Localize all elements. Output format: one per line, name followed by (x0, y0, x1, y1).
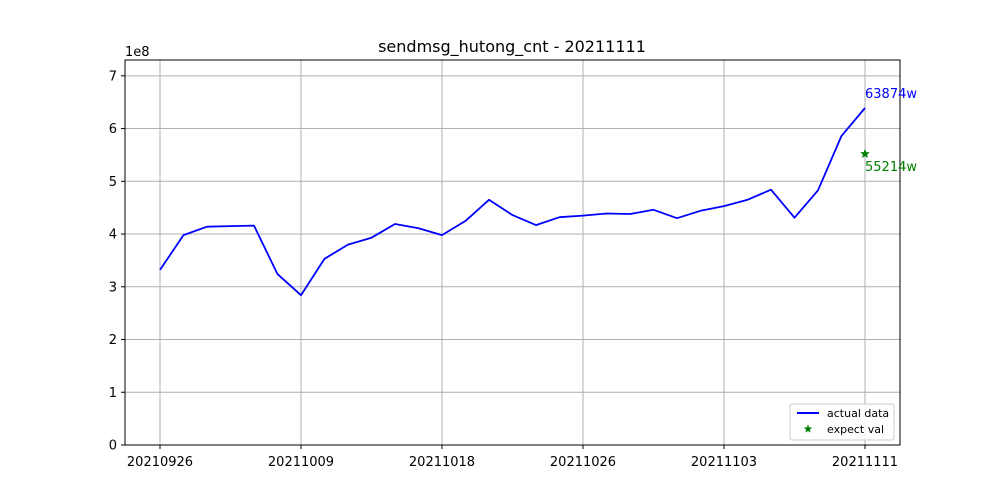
x-tick-label: 20210926 (127, 455, 193, 470)
y-tick-label: 1 (109, 386, 117, 401)
actual-value-label: 63874w (865, 87, 917, 102)
y-tick-label: 6 (109, 122, 117, 137)
x-tick-label: 20211026 (550, 455, 616, 470)
x-tick-label: 20211018 (409, 455, 475, 470)
legend: actual data expect val (789, 403, 895, 441)
series-layer (159, 107, 870, 297)
x-tick-label: 20211103 (691, 455, 757, 470)
legend-star-swatch (803, 424, 813, 433)
y-tick-label: 4 (109, 228, 117, 243)
chart-title: sendmsg_hutong_cnt - 20211111 (378, 37, 646, 57)
x-tick-label: 20211009 (268, 455, 334, 470)
y-tick-label: 0 (109, 439, 117, 454)
grid-layer (125, 60, 900, 446)
y-offset-label: 1e8 (125, 45, 150, 60)
x-axis: 20210926 20211009 20211018 20211026 20211103… (127, 445, 898, 470)
y-axis: 0 1 2 3 4 5 6 7 (109, 69, 125, 454)
x-tick-label: 20211111 (832, 455, 898, 470)
y-tick-label: 5 (109, 175, 117, 190)
expect-value-marker (860, 148, 870, 158)
y-tick-label: 7 (109, 69, 117, 84)
expect-value-label: 55214w (865, 160, 917, 175)
actual-data-line (159, 107, 866, 297)
plot-frame (124, 59, 901, 446)
y-tick-label: 2 (109, 333, 117, 348)
legend-expect-label: expect val (827, 423, 884, 436)
legend-actual-label: actual data (827, 407, 889, 420)
y-tick-label: 3 (109, 280, 117, 295)
